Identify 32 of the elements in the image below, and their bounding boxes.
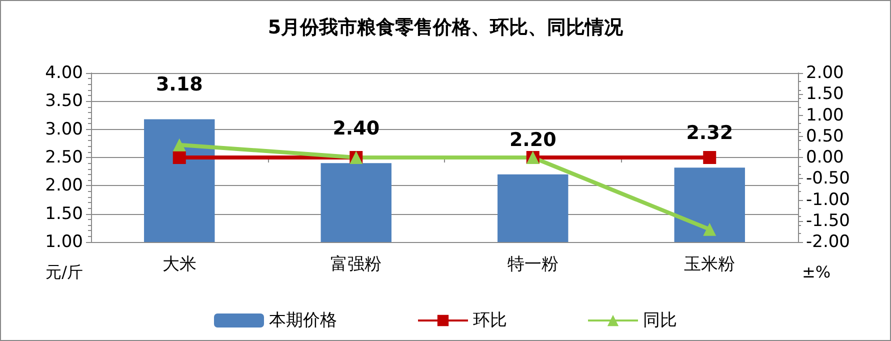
x-tick-label: 玉米粉 [684, 254, 736, 274]
legend-label: 同比 [643, 310, 677, 330]
x-tick-label: 富强粉 [330, 254, 382, 274]
y2-tick-label: -1.00 [806, 190, 850, 210]
y-tick-label: 2.00 [45, 176, 83, 196]
x-tick-label: 大米 [162, 254, 196, 274]
y2-axis-title: ±% [802, 262, 831, 282]
x-tick-label: 特一粉 [507, 254, 558, 274]
y2-tick-label: 2.00 [806, 63, 844, 83]
data-label: 2.32 [686, 122, 734, 144]
y2-tick-label: 0.50 [806, 126, 844, 146]
y2-tick-label: -1.50 [806, 210, 850, 231]
y-tick-label: 4.00 [45, 63, 83, 83]
data-label: 3.18 [156, 74, 203, 96]
data-label: 2.20 [509, 128, 556, 151]
y-tick-label: 3.50 [45, 91, 83, 112]
point [172, 151, 186, 164]
chart-title: 5月份我市粮食零售价格、环比、同比情况 [268, 16, 624, 38]
y-tick-label: 2.50 [45, 148, 83, 168]
y-tick-label: 1.50 [45, 204, 83, 224]
y-tick-label: 1.00 [45, 232, 83, 252]
y2-tick-label: 1.50 [806, 84, 844, 104]
y2-tick-label: -0.50 [806, 168, 850, 189]
data-label: 2.40 [332, 118, 380, 140]
y2-tick-label: 1.00 [806, 105, 844, 126]
legend-label: 本期价格 [269, 310, 337, 330]
y-axis-title: 元/斤 [46, 262, 83, 282]
y2-tick-label: 0.00 [806, 148, 844, 168]
point [703, 151, 716, 164]
y2-tick-label: -2.00 [806, 232, 850, 252]
legend-label: 环比 [473, 310, 507, 330]
y-tick-label: 3.00 [45, 119, 83, 140]
